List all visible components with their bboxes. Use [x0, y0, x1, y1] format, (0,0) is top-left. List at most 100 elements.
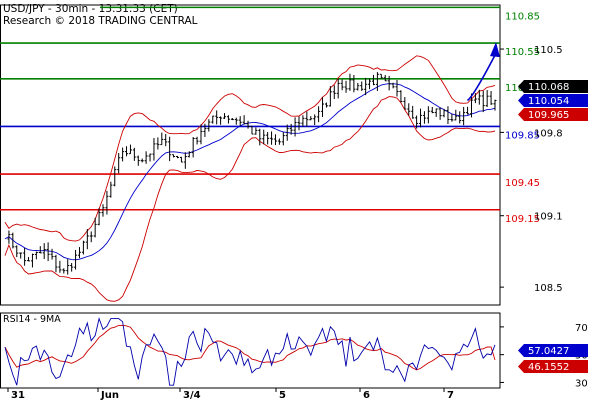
price-bar	[117, 153, 121, 174]
price-tag-bg	[524, 94, 588, 107]
price-bar	[489, 91, 493, 105]
price-bar	[493, 99, 497, 111]
y-tick-label-108.5: 108.5	[534, 283, 563, 294]
forecast-arrow-line	[466, 54, 496, 102]
price-bar	[485, 90, 489, 107]
price-bar	[277, 138, 281, 145]
price-tag-bg	[524, 80, 588, 93]
price-bar	[11, 232, 15, 249]
price-bar	[15, 245, 19, 258]
price-bar	[148, 153, 152, 162]
price-bar	[164, 134, 168, 147]
bollinger-lower	[4, 96, 496, 302]
price-bar	[442, 108, 446, 118]
x-tick-label-7: 7	[447, 390, 454, 400]
price-bar	[250, 125, 254, 135]
level-label-109.15: 109.15	[505, 214, 540, 225]
price-bar	[324, 102, 328, 108]
price-bar	[70, 262, 74, 272]
price-bar	[136, 155, 140, 166]
price-bar	[360, 81, 364, 91]
price-bar	[317, 106, 321, 123]
price-bar	[415, 115, 419, 129]
price-bar	[93, 217, 97, 238]
price-tag-pointer	[518, 80, 524, 93]
price-bar	[399, 90, 403, 103]
price-bar	[183, 152, 187, 169]
price-bar	[473, 93, 477, 104]
rsi-tag-9MA: 46.1552	[518, 360, 588, 373]
price-bar	[121, 147, 125, 162]
price-bar	[368, 78, 372, 90]
level-label-109.85: 109.85	[505, 130, 540, 141]
price-bar	[160, 132, 164, 146]
price-bar	[419, 108, 423, 128]
price-bar	[179, 156, 183, 163]
price-bar	[23, 248, 27, 266]
rsi-y-tick-label-70: 70	[575, 323, 588, 334]
price-bar	[7, 230, 11, 244]
price-bar	[379, 73, 383, 79]
price-bar	[332, 85, 336, 100]
price-bar	[289, 123, 293, 135]
price-bar	[187, 151, 191, 158]
price-bar	[132, 147, 136, 161]
rsi-frame	[0, 312, 501, 389]
price-bar	[305, 111, 309, 127]
price-bar	[140, 158, 144, 163]
price-bar	[168, 136, 172, 162]
rsi-y-tick-label-30: 30	[575, 378, 588, 389]
price-bar	[42, 243, 46, 260]
price-bar	[113, 166, 117, 187]
price-bar	[58, 260, 62, 273]
y-tick-label-109.1: 109.1	[534, 212, 563, 223]
rsi-tag-bg	[524, 360, 588, 373]
price-bar	[152, 138, 156, 161]
main-frame	[0, 4, 501, 306]
price-bar	[301, 115, 305, 127]
rsi-tag-RSI14: 57.0427	[518, 344, 588, 357]
rsi-ma-line	[4, 324, 496, 371]
price-bar	[481, 90, 485, 113]
price-bar	[462, 106, 466, 126]
price-bar	[446, 106, 450, 125]
price-bar	[434, 108, 438, 117]
price-bar	[309, 116, 313, 121]
price-bar	[109, 181, 113, 198]
main-panel: 110.85110.55110.25109.85109.45109.15108.…	[0, 4, 588, 306]
price-bar	[54, 254, 58, 273]
price-bar	[321, 97, 325, 117]
price-bar	[340, 79, 344, 91]
price-bar	[125, 146, 129, 157]
price-bar	[403, 96, 407, 110]
price-bar	[97, 208, 101, 226]
price-bar	[477, 89, 481, 105]
x-tick-label-31: 31	[11, 390, 25, 400]
price-bar	[469, 93, 473, 118]
price-bar	[215, 110, 219, 125]
price-bar	[391, 82, 395, 89]
price-bar	[454, 109, 458, 121]
y-tick-label-109.8: 109.8	[534, 128, 563, 139]
price-bar	[77, 247, 81, 259]
price-bar	[262, 129, 266, 145]
price-tag-label: 110.054	[528, 96, 569, 107]
price-bar	[258, 128, 262, 146]
price-bar	[101, 204, 105, 217]
price-bar	[34, 251, 38, 260]
price-bar	[281, 132, 285, 146]
price-bar	[30, 253, 34, 268]
price-bar	[356, 82, 360, 91]
price-bar	[383, 74, 387, 82]
price-bar	[223, 113, 227, 119]
price-bar	[466, 106, 470, 115]
price-bar	[348, 73, 352, 91]
rsi-line	[4, 317, 496, 386]
price-bar	[458, 111, 462, 124]
price-bar	[242, 115, 246, 125]
price-bar	[38, 246, 42, 254]
price-bar	[430, 106, 434, 114]
price-bar	[422, 111, 426, 124]
rsi-title: RSI14 - 9MA	[3, 314, 61, 325]
